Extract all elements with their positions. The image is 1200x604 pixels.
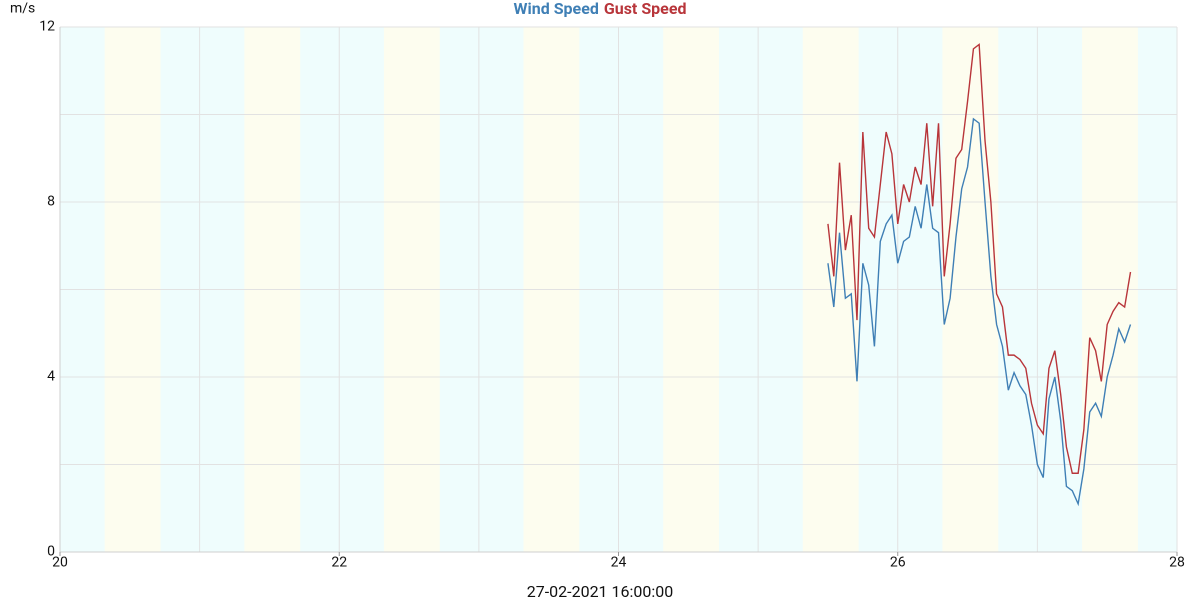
x-tick-label: 26 [890, 555, 906, 571]
x-tick-label: 24 [611, 555, 627, 571]
x-tick-label: 20 [52, 555, 68, 571]
x-axis-label: 27-02-2021 16:00:00 [527, 582, 673, 600]
y-tick-label: 0 [47, 544, 55, 560]
x-tick-label: 22 [331, 555, 347, 571]
series-line [827, 117, 1132, 507]
y-tick-label: 8 [47, 194, 55, 210]
legend: Wind Speed Gust Speed [514, 0, 687, 18]
series-line [827, 43, 1132, 474]
legend-entry: Wind Speed [514, 0, 599, 18]
y-unit-label: m/s [10, 1, 35, 17]
y-tick-label: 12 [39, 19, 55, 35]
y-tick-label: 4 [47, 369, 55, 385]
x-tick-label: 28 [1169, 555, 1185, 571]
legend-entry: Gust Speed [604, 0, 687, 18]
